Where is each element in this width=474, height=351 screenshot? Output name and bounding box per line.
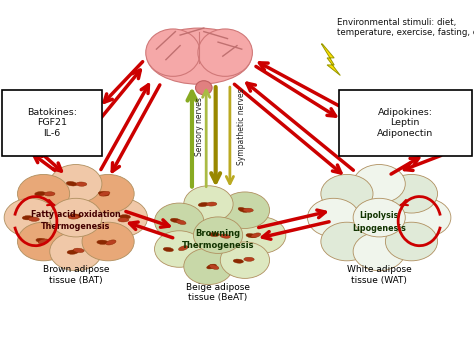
Circle shape (155, 231, 204, 267)
Circle shape (237, 217, 286, 253)
Circle shape (385, 174, 438, 213)
Ellipse shape (198, 203, 209, 207)
Ellipse shape (233, 259, 244, 263)
Text: Batokines:
FGF21
IL-6: Batokines: FGF21 IL-6 (27, 108, 77, 138)
Text: Sensory nerves: Sensory nerves (195, 97, 203, 156)
Circle shape (50, 165, 102, 203)
Ellipse shape (98, 191, 109, 196)
Ellipse shape (35, 192, 46, 196)
Ellipse shape (119, 215, 130, 219)
Ellipse shape (176, 220, 186, 225)
Text: tissue (BAT): tissue (BAT) (49, 276, 103, 285)
Ellipse shape (73, 248, 84, 253)
Text: Beige adipose: Beige adipose (186, 283, 250, 292)
Ellipse shape (220, 234, 230, 238)
Circle shape (18, 222, 70, 261)
Ellipse shape (67, 250, 78, 254)
Ellipse shape (246, 233, 256, 238)
Circle shape (220, 242, 270, 278)
Circle shape (321, 174, 373, 213)
Circle shape (399, 198, 451, 237)
Ellipse shape (243, 208, 253, 212)
Ellipse shape (198, 29, 252, 77)
Ellipse shape (68, 215, 79, 219)
Text: Lipolysis: Lipolysis (359, 211, 399, 220)
Ellipse shape (146, 29, 200, 77)
Ellipse shape (36, 238, 47, 243)
Ellipse shape (76, 182, 87, 186)
Ellipse shape (28, 217, 39, 221)
Ellipse shape (66, 181, 77, 186)
Ellipse shape (171, 218, 181, 223)
Ellipse shape (147, 28, 251, 84)
Circle shape (50, 232, 102, 271)
Circle shape (18, 174, 70, 213)
Circle shape (82, 174, 134, 213)
Text: Fatty acid oxidation: Fatty acid oxidation (31, 210, 121, 219)
Ellipse shape (118, 218, 129, 222)
Ellipse shape (97, 240, 108, 244)
Ellipse shape (209, 265, 219, 270)
Circle shape (321, 222, 373, 261)
Polygon shape (321, 44, 340, 75)
Ellipse shape (22, 216, 33, 220)
Text: tissue (WAT): tissue (WAT) (351, 276, 407, 285)
Circle shape (308, 198, 360, 237)
Text: Lipogenesis: Lipogenesis (352, 224, 406, 233)
Ellipse shape (163, 247, 173, 252)
Ellipse shape (106, 240, 116, 245)
Ellipse shape (44, 192, 55, 196)
Ellipse shape (207, 264, 217, 269)
Ellipse shape (100, 191, 110, 196)
Circle shape (95, 198, 147, 237)
Circle shape (385, 222, 438, 261)
Circle shape (155, 203, 204, 240)
Text: Environmental stimuli: diet,
temperature, exercise, fasting, etc.: Environmental stimuli: diet, temperature… (337, 18, 474, 37)
Circle shape (220, 192, 270, 229)
Ellipse shape (209, 232, 219, 237)
Text: tissue (BeAT): tissue (BeAT) (189, 293, 247, 302)
Text: Adipokines:
Leptin
Adiponectin: Adipokines: Leptin Adiponectin (377, 108, 433, 138)
Circle shape (50, 198, 102, 237)
Circle shape (82, 222, 134, 261)
FancyBboxPatch shape (2, 90, 102, 156)
Ellipse shape (179, 246, 188, 251)
Circle shape (4, 198, 56, 237)
Ellipse shape (195, 81, 212, 95)
Text: Sympathetic nerves: Sympathetic nerves (237, 88, 246, 165)
FancyBboxPatch shape (339, 90, 472, 156)
Text: Browning: Browning (195, 229, 241, 238)
Text: Thermogenesis: Thermogenesis (182, 241, 254, 250)
Circle shape (353, 198, 405, 237)
Circle shape (353, 232, 405, 271)
Text: White adipose: White adipose (347, 265, 411, 274)
Ellipse shape (244, 257, 254, 261)
Text: Thermogenesis: Thermogenesis (41, 222, 110, 231)
Ellipse shape (70, 214, 81, 218)
Circle shape (353, 165, 405, 203)
Ellipse shape (207, 202, 217, 206)
Ellipse shape (238, 207, 248, 212)
Ellipse shape (251, 233, 261, 238)
Circle shape (184, 248, 233, 285)
Ellipse shape (38, 239, 49, 244)
Text: Brown adipose: Brown adipose (43, 265, 109, 274)
Circle shape (184, 186, 233, 222)
Circle shape (193, 217, 243, 253)
